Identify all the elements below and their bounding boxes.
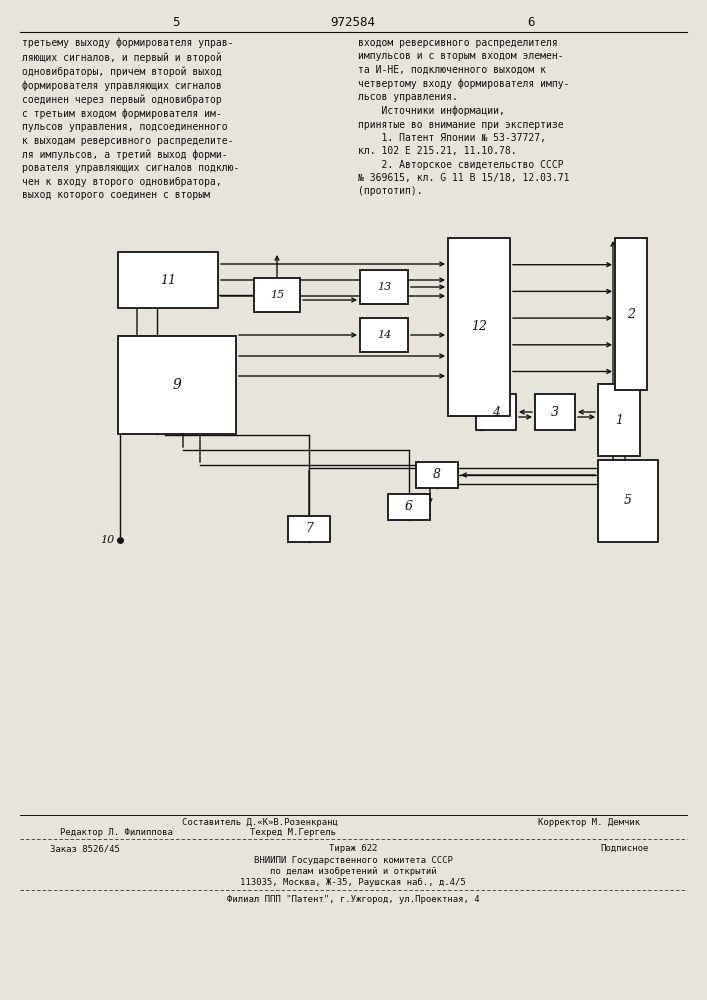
Bar bbox=[288, 516, 330, 542]
Bar bbox=[254, 278, 300, 312]
Text: 13: 13 bbox=[377, 282, 391, 292]
Text: 3: 3 bbox=[551, 406, 559, 418]
Bar bbox=[416, 462, 458, 488]
Text: 15: 15 bbox=[270, 290, 284, 300]
Bar bbox=[360, 270, 408, 304]
Bar bbox=[118, 336, 236, 434]
Text: 2: 2 bbox=[627, 308, 635, 320]
Text: третьему выходу формирователя управ-
ляющих сигналов, и первый и второй
одновибр: третьему выходу формирователя управ- ляю… bbox=[22, 38, 240, 200]
Bar bbox=[598, 460, 658, 542]
Text: Составитель Д.«К»В.Розенкранц: Составитель Д.«К»В.Розенкранц bbox=[182, 818, 338, 827]
Text: 7: 7 bbox=[305, 522, 313, 536]
Text: 5: 5 bbox=[173, 15, 180, 28]
Text: по делам изобретений и открытий: по делам изобретений и открытий bbox=[269, 867, 436, 876]
Text: 6: 6 bbox=[405, 500, 413, 514]
Bar bbox=[448, 238, 510, 416]
Text: 11: 11 bbox=[160, 273, 176, 286]
Bar bbox=[388, 494, 430, 520]
Text: 4: 4 bbox=[492, 406, 500, 418]
Bar bbox=[118, 252, 218, 308]
Text: 972584: 972584 bbox=[330, 15, 375, 28]
Text: 14: 14 bbox=[377, 330, 391, 340]
Bar bbox=[598, 384, 640, 456]
Text: входом реверсивного распределителя
импульсов и с вторым входом элемен-
та И-НЕ, : входом реверсивного распределителя импул… bbox=[358, 38, 570, 196]
Text: Тираж 622: Тираж 622 bbox=[329, 844, 378, 853]
Text: 1: 1 bbox=[615, 414, 623, 426]
Text: 6: 6 bbox=[527, 15, 534, 28]
Text: Корректор М. Демчик: Корректор М. Демчик bbox=[538, 818, 640, 827]
Text: Филиал ППП "Патент", г.Ужгород, ул.Проектная, 4: Филиал ППП "Патент", г.Ужгород, ул.Проек… bbox=[227, 895, 479, 904]
Text: 5: 5 bbox=[624, 494, 632, 508]
Bar bbox=[535, 394, 575, 430]
Text: 10: 10 bbox=[100, 535, 114, 545]
Text: ВНИИПИ Государственного комитета СССР: ВНИИПИ Государственного комитета СССР bbox=[254, 856, 452, 865]
Bar bbox=[476, 394, 516, 430]
Text: 9: 9 bbox=[173, 378, 182, 392]
Text: Редактор Л. Филиппова: Редактор Л. Филиппова bbox=[60, 828, 173, 837]
Text: Техред М.Гергель: Техред М.Гергель bbox=[250, 828, 336, 837]
Bar bbox=[360, 318, 408, 352]
Text: Подписное: Подписное bbox=[600, 844, 648, 853]
Text: Заказ 8526/45: Заказ 8526/45 bbox=[50, 844, 120, 853]
Text: 8: 8 bbox=[433, 468, 441, 482]
Bar bbox=[615, 238, 647, 390]
Text: 113035, Москва, Ж-35, Раушская наб., д.4/5: 113035, Москва, Ж-35, Раушская наб., д.4… bbox=[240, 878, 466, 887]
Text: 12: 12 bbox=[471, 320, 487, 334]
